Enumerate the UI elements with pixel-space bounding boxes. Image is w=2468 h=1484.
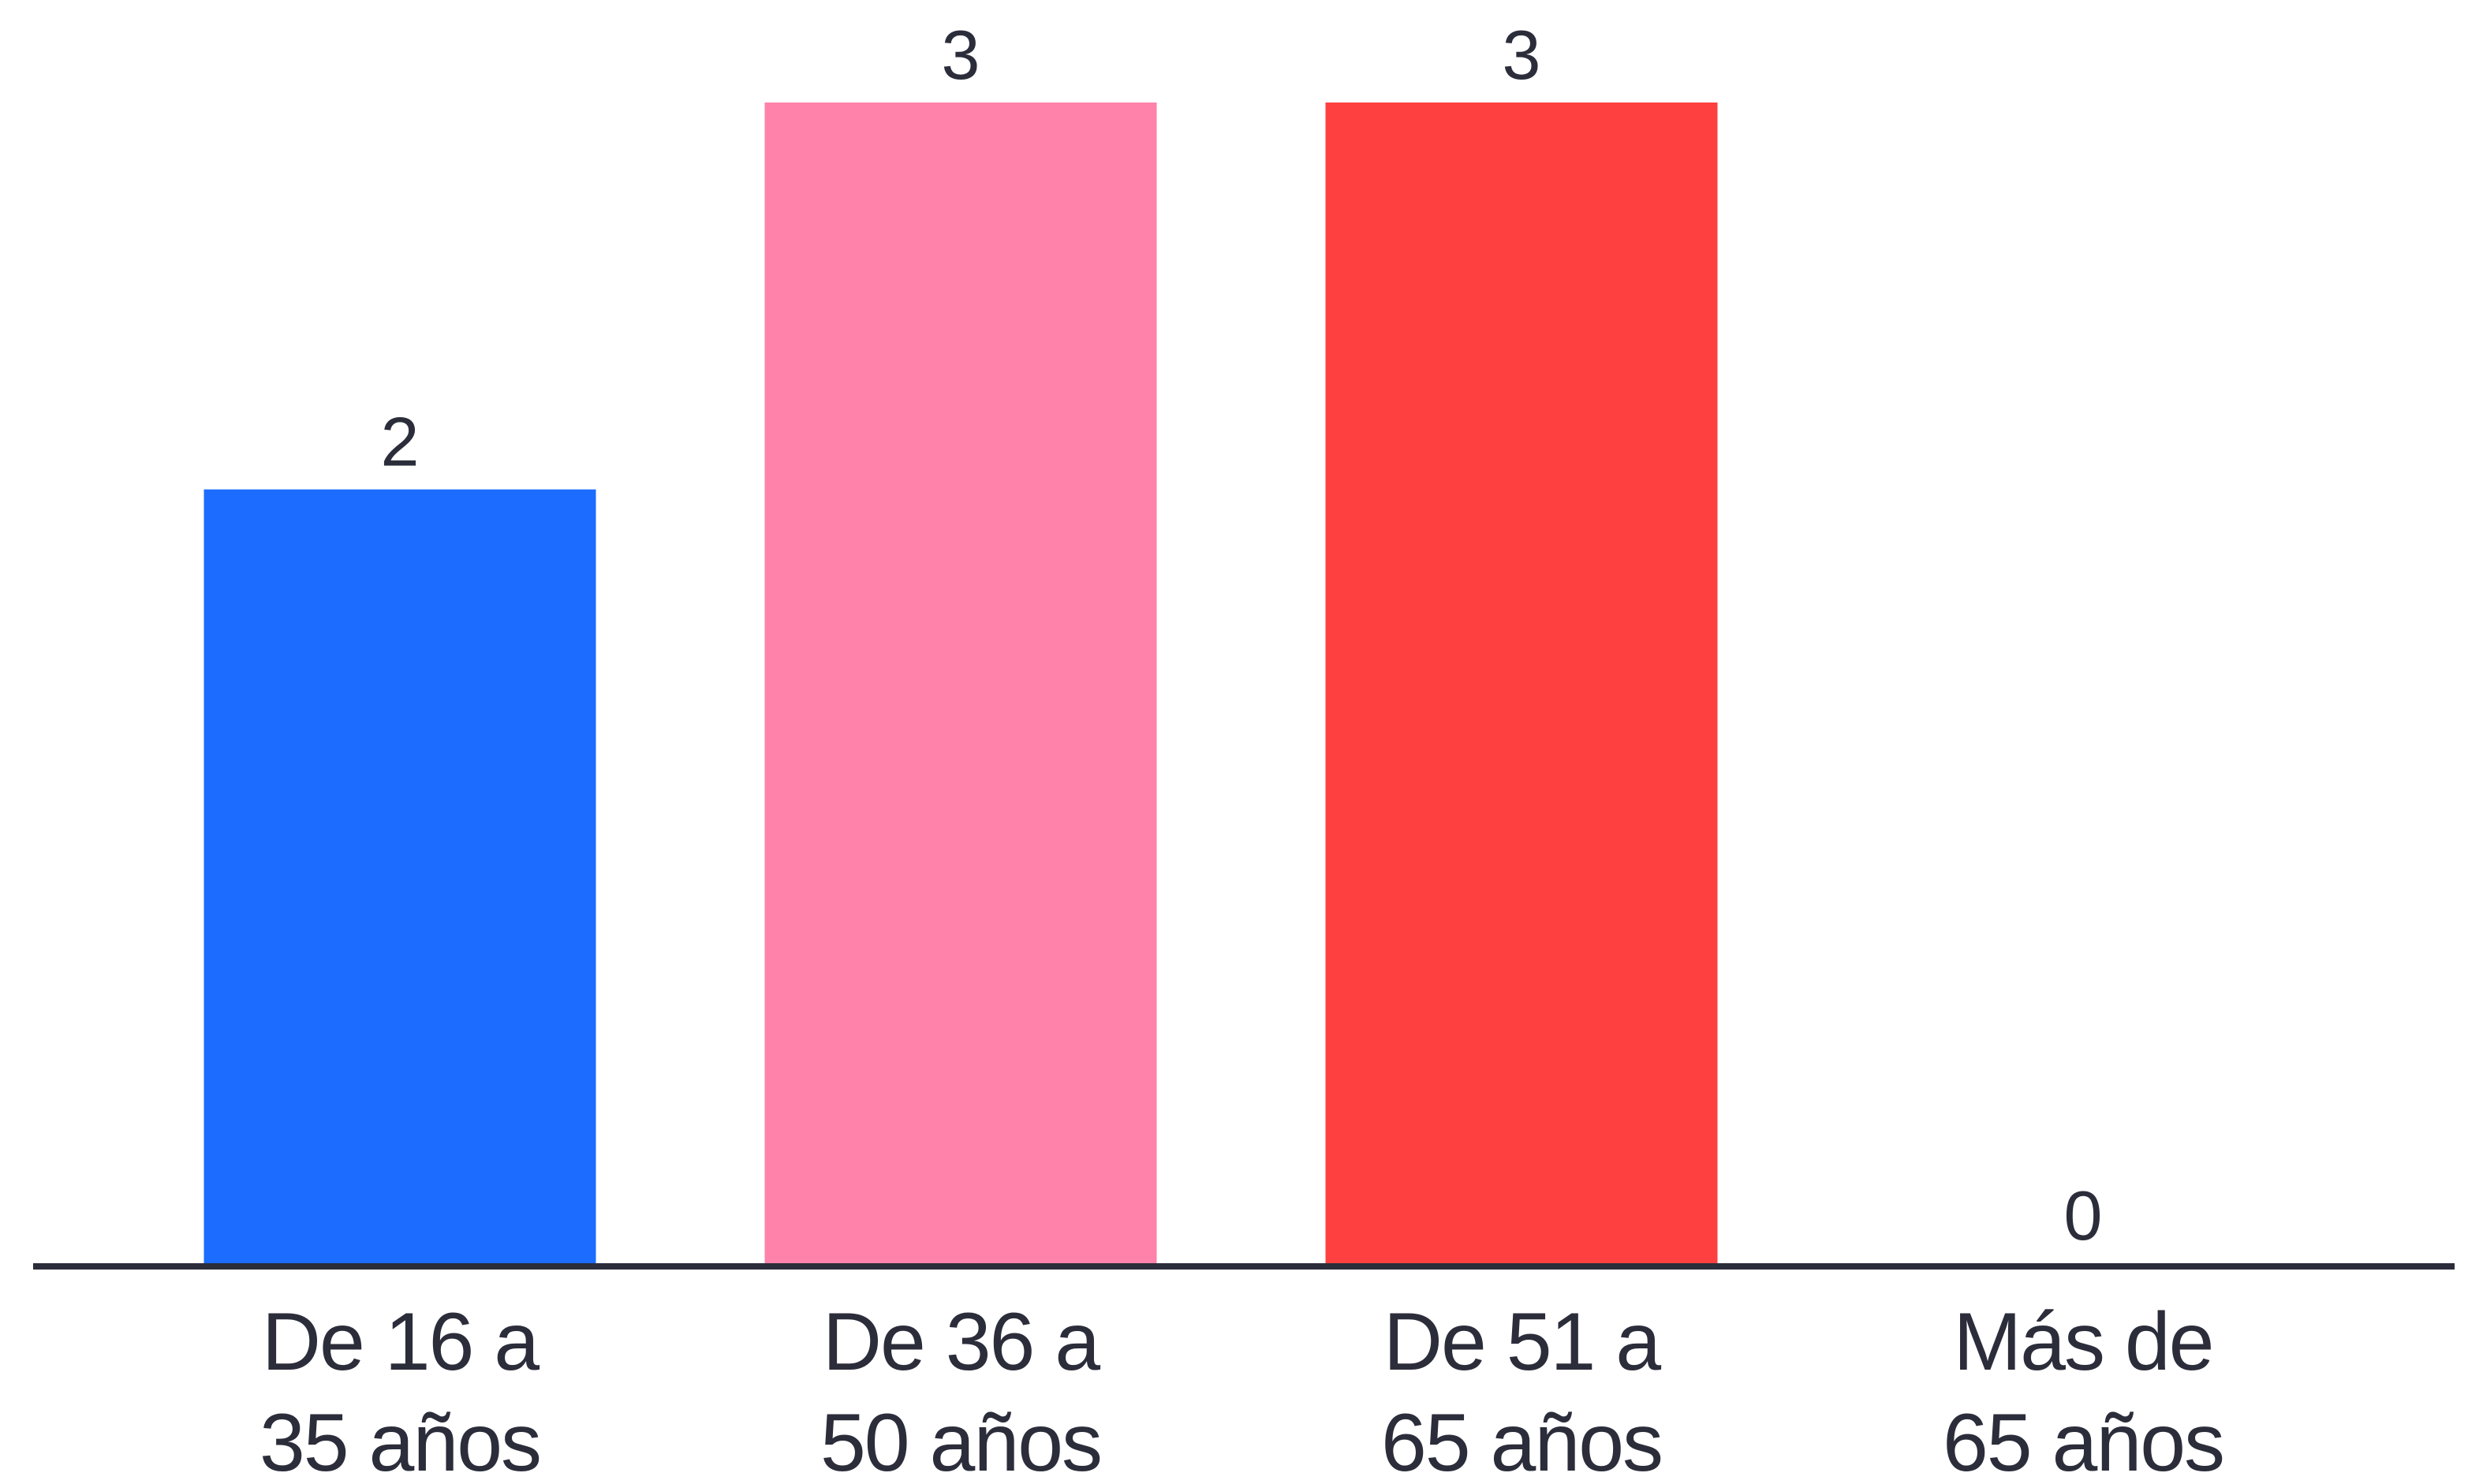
category-label-3-line-2: 65 años (1381, 1397, 1662, 1484)
bars-group (203, 103, 1718, 1263)
category-label-1-line-2: 35 años (259, 1397, 540, 1484)
value-label-4: 0 (2064, 1176, 2103, 1255)
bar-1 (203, 489, 596, 1263)
bar-2 (764, 103, 1157, 1263)
category-label-4-line-1: Más de (1953, 1296, 2212, 1388)
category-label-2-line-1: De 36 a (823, 1296, 1100, 1388)
value-labels-group: 2 3 3 0 (381, 16, 2103, 1255)
category-label-2-line-2: 50 años (820, 1397, 1101, 1484)
category-label-1-line-1: De 16 a (262, 1296, 540, 1388)
category-label-3-line-1: De 51 a (1383, 1296, 1661, 1388)
category-labels-group: De 16 a 35 años De 36 a 50 años De 51 a 65 añ… (259, 1296, 2225, 1484)
category-label-4-line-2: 65 años (1943, 1397, 2223, 1484)
bar-3 (1325, 103, 1718, 1263)
value-label-3: 3 (1503, 16, 1541, 94)
value-label-2: 3 (942, 16, 980, 94)
value-label-1: 2 (381, 403, 420, 481)
